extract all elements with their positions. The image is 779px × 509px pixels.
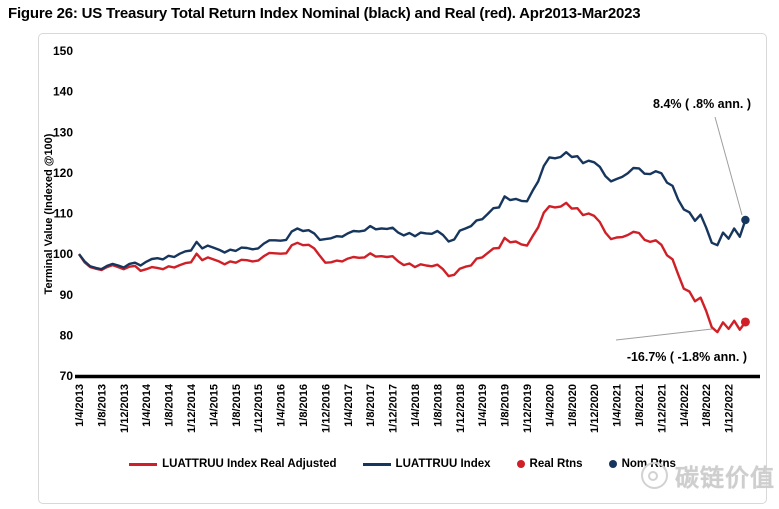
x-tick-label: 1/8/2014 — [164, 383, 176, 427]
real-end-marker — [740, 317, 750, 327]
x-tick-label: 1/8/2018 — [432, 384, 444, 427]
y-tick-label: 100 — [53, 247, 73, 261]
chart-area: Terminal Value (Indexed @100) 150 140 130 1… — [38, 33, 767, 504]
y-axis-title: Terminal Value (Indexed @100) — [43, 133, 55, 294]
x-tick-label: 1/4/2014 — [141, 383, 153, 427]
y-tick-label: 120 — [53, 166, 73, 180]
x-tick-label: 1/8/2017 — [365, 384, 377, 427]
series-lines — [78, 150, 747, 334]
treasury-return-chart: Terminal Value (Indexed @100) 1501401301… — [43, 44, 760, 433]
x-axis-ticks: 1/4/2013 1/8/2013 1/12/2013 1/4/2014 1/8/201… — [74, 383, 736, 433]
x-tick-label: 1/4/2018 — [410, 384, 422, 427]
legend-label: Real Rtns — [529, 458, 583, 470]
legend-label: LUATTRUU Index — [395, 458, 491, 470]
x-tick-label: 1/8/2013 — [96, 384, 108, 427]
series-line — [78, 201, 747, 334]
x-tick-label: 1/12/2020 — [589, 384, 601, 433]
y-tick-label: 140 — [53, 85, 73, 99]
y-tick-label: 150 — [53, 44, 73, 58]
legend-label: LUATTRUU Index Real Adjusted — [162, 458, 337, 470]
watermark-logo-icon — [641, 462, 668, 489]
x-tick-label: 1/12/2015 — [253, 384, 265, 433]
x-tick-label: 1/4/2022 — [679, 384, 691, 427]
legend-item: LUATTRUU Index — [362, 458, 491, 470]
x-tick-label: 1/8/2019 — [500, 384, 512, 427]
annotation-leader-nominal — [714, 116, 743, 216]
y-tick-label: 70 — [60, 369, 74, 383]
x-tick-label: 1/12/2014 — [186, 383, 198, 433]
x-tick-label: 1/8/2022 — [701, 384, 713, 427]
x-tick-label: 1/8/2015 — [231, 384, 243, 427]
x-tick-label: 1/12/2017 — [388, 384, 400, 433]
series-line — [78, 150, 747, 271]
legend-item: LUATTRUU Index Real Adjusted — [129, 458, 337, 470]
watermark: 碳链价值 — [641, 458, 775, 493]
annotation-real-return: -16.7% ( -1.8% ann. ) — [627, 350, 747, 364]
x-tick-label: 1/4/2021 — [612, 384, 624, 427]
x-tick-label: 1/4/2020 — [544, 384, 556, 427]
x-tick-label: 1/12/2016 — [320, 384, 332, 433]
y-axis-ticks: 150 140 130 120 110 100 90 80 70 — [53, 44, 73, 383]
x-tick-label: 1/12/2013 — [119, 384, 131, 433]
legend-line-swatch — [362, 462, 391, 466]
y-tick-label: 130 — [53, 125, 73, 139]
figure-title: Figure 26: US Treasury Total Return Inde… — [8, 5, 641, 22]
y-tick-label: 110 — [54, 207, 74, 221]
legend-line-swatch — [129, 462, 158, 466]
x-tick-label: 1/12/2021 — [656, 384, 668, 433]
x-tick-label: 1/8/2020 — [567, 384, 579, 427]
x-tick-label: 1/8/2021 — [634, 384, 646, 427]
chart-legend: LUATTRUU Index Real Adjusted LUATTRUU Ind… — [39, 458, 766, 470]
x-tick-label: 1/8/2016 — [298, 384, 310, 427]
x-tick-label: 1/4/2019 — [477, 384, 489, 427]
annotation-leader-real — [615, 328, 713, 341]
x-tick-label: 1/12/2019 — [522, 384, 534, 433]
legend-item: Real Rtns — [516, 458, 583, 470]
y-tick-label: 90 — [60, 288, 74, 302]
legend-dot-swatch — [608, 460, 617, 468]
x-tick-label: 1/12/2022 — [724, 384, 736, 433]
legend-dot-swatch — [516, 460, 525, 468]
x-tick-label: 1/4/2013 — [74, 384, 86, 427]
nominal-end-marker — [741, 215, 750, 225]
x-tick-label: 1/4/2016 — [276, 384, 288, 427]
watermark-text: 碳链价值 — [675, 465, 775, 492]
annotation-nominal-return: 8.4% ( .8% ann. ) — [653, 97, 751, 111]
x-tick-label: 1/12/2018 — [455, 384, 467, 433]
x-tick-label: 1/4/2015 — [208, 384, 220, 427]
x-tick-label: 1/4/2017 — [343, 384, 355, 427]
y-tick-label: 80 — [60, 328, 74, 342]
